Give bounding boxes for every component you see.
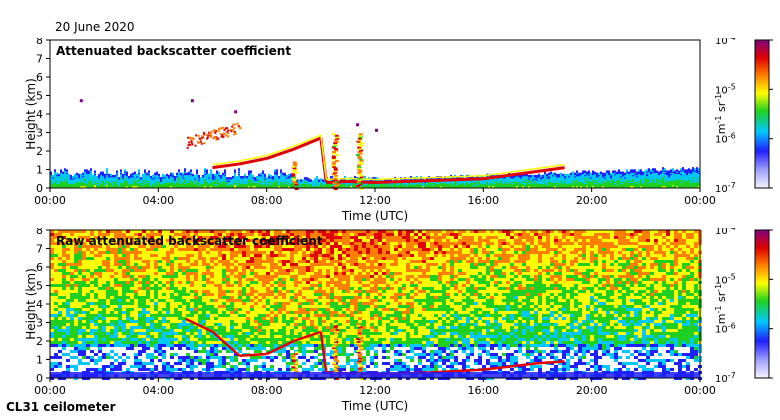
y-tick-label: 0 [36, 372, 43, 385]
colorbar-tick-label: 10-5 [715, 82, 736, 96]
y-tick-label: 3 [36, 127, 43, 140]
raw-backscatter-panel: 0 1 2 3 4 5 6 7 8 00:00 04:00 08:00 12:00 16:00 20:00… [24, 228, 773, 413]
y-axis-label: Height (km) [24, 78, 38, 149]
colorbar-tick-label: 10-6 [715, 322, 736, 336]
y-tick-label: 8 [36, 228, 43, 237]
x-tick-label: 12:00 [359, 194, 391, 207]
x-tick-label: 08:00 [251, 194, 283, 207]
colorbar-tick-label: 10-6 [715, 132, 736, 146]
colorbar-tick-label: 10-4 [715, 228, 736, 237]
x-tick-label: 20:00 [576, 194, 608, 207]
x-axis-label: Time (UTC) [341, 399, 408, 413]
x-tick-label: 00:00 [34, 194, 66, 207]
y-tick-label: 6 [36, 261, 43, 274]
y-tick-label: 2 [36, 145, 43, 158]
x-tick-label: 12:00 [359, 384, 391, 397]
x-tick-label: 04:00 [142, 194, 174, 207]
backscatter-heatmap [50, 230, 702, 380]
x-tick-label: 04:00 [142, 384, 174, 397]
instrument-label: CL31 ceilometer [6, 400, 116, 414]
colorbar: 10-4 10-5 10-6 10-7 m-1 sr-1 [714, 38, 773, 195]
x-tick-label: 08:00 [251, 384, 283, 397]
x-tick-label: 00:00 [34, 384, 66, 397]
x-tick-label: 20:00 [576, 384, 608, 397]
y-tick-label: 5 [36, 280, 43, 293]
date-label: 20 June 2020 [55, 20, 135, 34]
x-tick-label: 16:00 [467, 384, 499, 397]
colorbar-label: m-1 sr-1 [714, 94, 728, 134]
y-tick-label: 7 [36, 53, 43, 66]
y-tick-label: 0 [36, 182, 43, 195]
plot-area: 0 1 2 3 4 5 6 7 8 00:00 04:00 08:00 12:00 16:00 20:00… [34, 228, 716, 397]
y-tick-label: 1 [36, 354, 43, 367]
y-tick-label: 4 [36, 298, 43, 311]
y-tick-label: 7 [36, 243, 43, 256]
x-tick-label: 16:00 [467, 194, 499, 207]
x-tick-label: 00:00 [684, 384, 716, 397]
colorbar: 10-4 10-5 10-6 10-7 m-1 sr-1 [714, 228, 773, 385]
panel-title: Attenuated backscatter coefficient [56, 44, 291, 58]
plot-area: 0 1 2 3 4 5 6 7 8 00:00 04:00 08:00 12:00 16:00 20:00… [34, 38, 716, 207]
y-tick-label: 8 [36, 38, 43, 47]
y-tick-label: 3 [36, 317, 43, 330]
colorbar-tick-label: 10-4 [715, 38, 736, 47]
attenuated-backscatter-panel: 0 1 2 3 4 5 6 7 8 00:00 04:00 08:00 12:00 16:00 20:00… [24, 38, 773, 223]
colorbar-tick-label: 10-5 [715, 272, 736, 286]
colorbar-tick-label: 10-7 [715, 371, 736, 385]
x-tick-label: 00:00 [684, 194, 716, 207]
y-tick-label: 6 [36, 71, 43, 84]
y-tick-label: 2 [36, 335, 43, 348]
y-tick-label: 5 [36, 90, 43, 103]
colorbar-tick-label: 10-7 [715, 181, 736, 195]
y-tick-label: 4 [36, 108, 43, 121]
backscatter-heatmap [50, 99, 700, 190]
panel-title: Raw attenuated backscatter coefficient [56, 234, 323, 248]
colorbar-label: m-1 sr-1 [714, 284, 728, 324]
x-axis-label: Time (UTC) [341, 209, 408, 223]
y-tick-label: 1 [36, 164, 43, 177]
y-axis-label: Height (km) [24, 268, 38, 339]
